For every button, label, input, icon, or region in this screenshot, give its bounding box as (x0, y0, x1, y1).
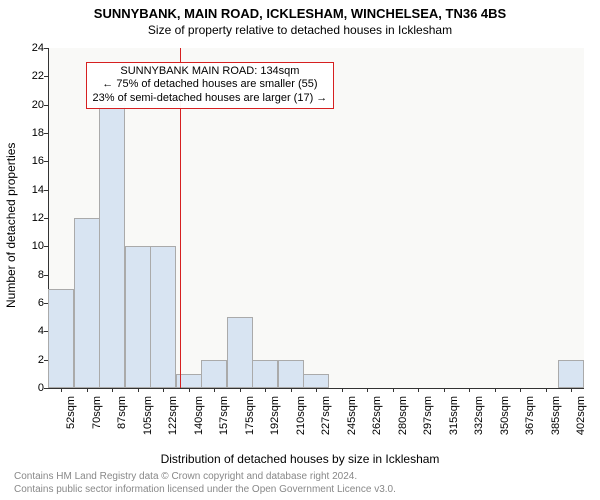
x-tick-label: 280sqm (397, 396, 409, 446)
annotation-line-2: ← 75% of detached houses are smaller (55… (93, 78, 328, 92)
x-tick-label: 52sqm (65, 396, 77, 446)
footer-line-1: Contains HM Land Registry data © Crown c… (14, 471, 396, 484)
histogram-bar (125, 246, 151, 388)
x-tick-label: 402sqm (575, 396, 587, 446)
plot-area: SUNNYBANK MAIN ROAD: 134sqm← 75% of deta… (48, 48, 584, 388)
y-tick-label: 10 (26, 240, 44, 252)
x-tick-label: 122sqm (167, 396, 179, 446)
x-tick-label: 105sqm (142, 396, 154, 446)
y-tick-label: 24 (26, 42, 44, 54)
annotation-line-3: 23% of semi-detached houses are larger (… (93, 92, 328, 106)
x-tick-label: 245sqm (346, 396, 358, 446)
footer-line-2: Contains public sector information licen… (14, 484, 396, 497)
histogram-bar (74, 218, 100, 388)
x-axis-label: Distribution of detached houses by size … (0, 452, 600, 466)
y-axis-label: Number of detached properties (4, 143, 18, 308)
chart-subtitle: Size of property relative to detached ho… (0, 21, 600, 37)
x-tick-label: 227sqm (320, 396, 332, 446)
y-tick-label: 18 (26, 127, 44, 139)
histogram-bar (303, 374, 329, 388)
annotation-box: SUNNYBANK MAIN ROAD: 134sqm← 75% of deta… (86, 62, 335, 109)
x-tick-label: 210sqm (295, 396, 307, 446)
x-tick-label: 385sqm (550, 396, 562, 446)
x-tick-label: 350sqm (499, 396, 511, 446)
chart-container: { "title": "SUNNYBANK, MAIN ROAD, ICKLES… (0, 0, 600, 500)
chart-title: SUNNYBANK, MAIN ROAD, ICKLESHAM, WINCHEL… (0, 0, 600, 21)
y-tick-label: 16 (26, 155, 44, 167)
y-tick-label: 22 (26, 70, 44, 82)
x-tick-label: 262sqm (371, 396, 383, 446)
y-tick-label: 14 (26, 184, 44, 196)
y-tick-label: 20 (26, 99, 44, 111)
y-tick-label: 12 (26, 212, 44, 224)
x-tick-label: 332sqm (473, 396, 485, 446)
histogram-bar (558, 360, 584, 388)
y-tick-label: 6 (26, 297, 44, 309)
x-tick-label: 192sqm (269, 396, 281, 446)
y-tick-label: 4 (26, 325, 44, 337)
x-tick-label: 87sqm (116, 396, 128, 446)
footer-attribution: Contains HM Land Registry data © Crown c… (14, 471, 396, 496)
y-tick-label: 0 (26, 382, 44, 394)
annotation-line-1: SUNNYBANK MAIN ROAD: 134sqm (93, 65, 328, 79)
histogram-bar (48, 289, 74, 388)
histogram-bar (252, 360, 278, 388)
histogram-bar (278, 360, 304, 388)
histogram-bar (99, 105, 125, 388)
x-tick-label: 175sqm (244, 396, 256, 446)
y-tick-label: 8 (26, 269, 44, 281)
x-tick-label: 297sqm (422, 396, 434, 446)
histogram-bar (227, 317, 253, 388)
x-tick-label: 315sqm (448, 396, 460, 446)
x-tick-label: 367sqm (524, 396, 536, 446)
histogram-bar (150, 246, 176, 388)
x-tick-label: 157sqm (218, 396, 230, 446)
x-tick-label: 140sqm (193, 396, 205, 446)
histogram-bar (201, 360, 227, 388)
y-tick-label: 2 (26, 354, 44, 366)
x-tick-label: 70sqm (91, 396, 103, 446)
